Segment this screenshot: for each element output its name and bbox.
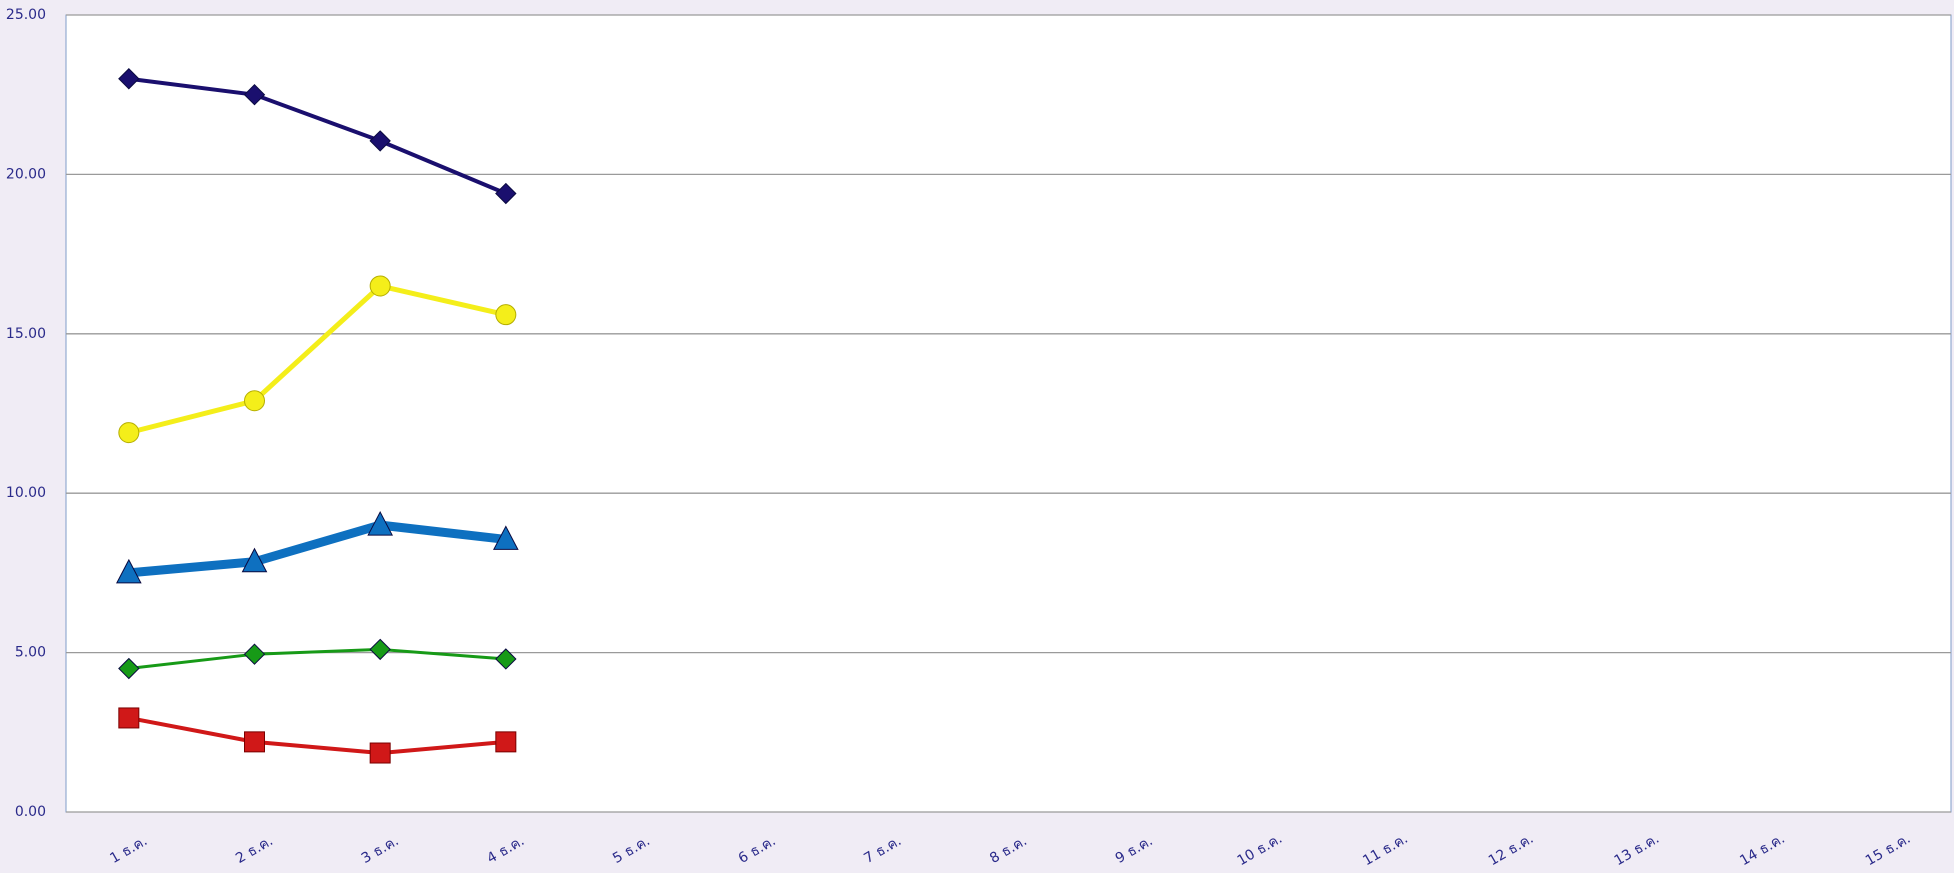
series-line	[128, 283, 507, 436]
marker	[495, 648, 517, 670]
x-tick-label: 8 ธ.ค.	[987, 833, 1030, 867]
marker	[243, 643, 266, 665]
x-tick-label: 13 ธ.ค.	[1612, 831, 1663, 869]
marker	[244, 390, 265, 412]
series-line	[128, 520, 507, 578]
marker	[118, 657, 140, 680]
marker	[495, 304, 517, 326]
marker	[369, 742, 391, 764]
y-tick-label: 5.00	[15, 645, 46, 661]
y-tick-label: 0.00	[15, 804, 46, 820]
x-tick-label: 9 ธ.ค.	[1113, 833, 1156, 867]
series-line	[128, 715, 507, 756]
marker	[118, 68, 140, 90]
y-tick-label: 20.00	[6, 166, 46, 182]
x-tick-label: 1 ธ.ค.	[107, 833, 150, 867]
x-tick-label: 14 ธ.ค.	[1737, 831, 1788, 869]
marker	[369, 130, 391, 152]
x-tick-label: 10 ธ.ค.	[1235, 831, 1286, 869]
marker	[495, 182, 517, 205]
x-tick-label: 11 ธ.ค.	[1360, 831, 1411, 869]
marker	[244, 731, 265, 753]
marker	[116, 558, 142, 584]
x-tick-label: 15 ธ.ค.	[1863, 831, 1914, 869]
marker	[241, 547, 268, 573]
marker	[495, 731, 517, 753]
y-tick-label: 25.00	[6, 7, 46, 23]
x-tick-label: 12 ธ.ค.	[1486, 831, 1537, 869]
series-line	[128, 647, 506, 671]
y-tick-label: 10.00	[6, 485, 46, 501]
marker	[243, 83, 266, 106]
x-tick-label: 5 ธ.ค.	[610, 833, 653, 867]
x-tick-label: 4 ธ.ค.	[484, 833, 527, 867]
x-tick-label: 3 ธ.ค.	[359, 833, 402, 867]
marker	[493, 525, 519, 550]
marker	[367, 510, 393, 536]
marker	[369, 638, 391, 661]
plot-area	[65, 14, 1952, 813]
x-tick-label: 2 ธ.ค.	[233, 833, 276, 867]
x-tick-label: 7 ธ.ค.	[861, 833, 904, 867]
series-line	[128, 76, 507, 196]
marker	[118, 707, 140, 729]
x-tick-label: 6 ธ.ค.	[736, 833, 779, 867]
y-tick-label: 15.00	[6, 326, 46, 342]
marker	[118, 422, 140, 444]
marker	[369, 275, 391, 297]
